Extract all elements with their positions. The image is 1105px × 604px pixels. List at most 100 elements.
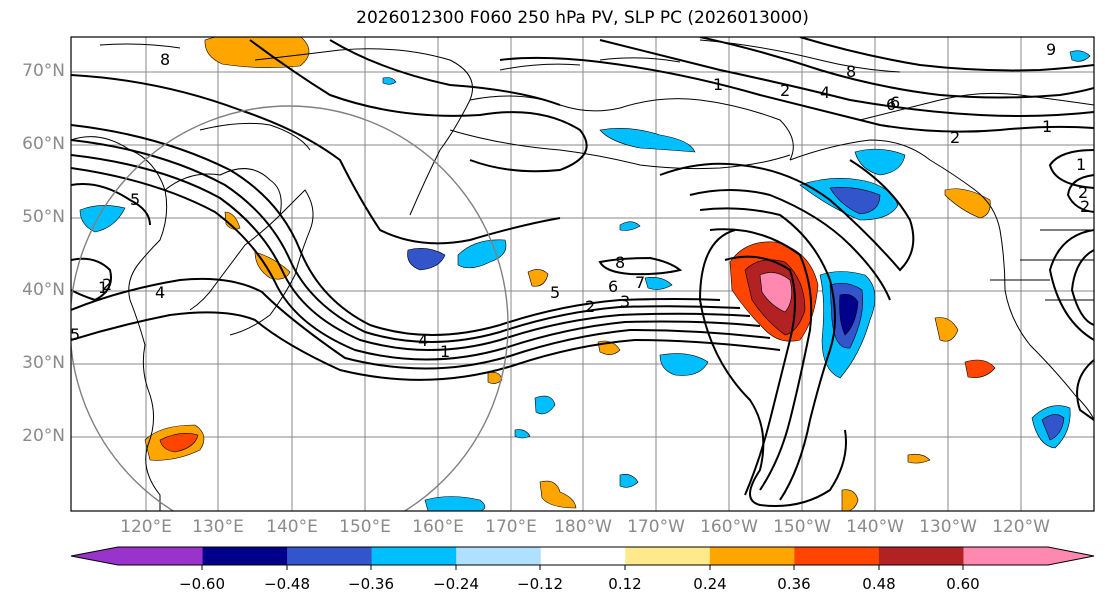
pv-negative-anomaly — [1069, 50, 1091, 62]
pv-positive-anomaly — [907, 453, 931, 464]
pv-positive-anomaly — [944, 188, 991, 219]
pv-negative-anomaly — [514, 429, 531, 439]
map-title: 2026012300 F060 250 hPa PV, SLP PC (2026… — [356, 8, 809, 28]
colorbar-segment — [287, 547, 373, 565]
lon-label: 180°W — [554, 517, 612, 537]
colorbar-extend-min — [71, 547, 118, 565]
colorbar-tick-label: −0.24 — [433, 575, 479, 593]
colorbar-tick-label: −0.60 — [179, 575, 225, 593]
colorbar-tick-label: 0.12 — [608, 575, 642, 593]
pv-positive-anomaly — [539, 480, 577, 509]
lat-label: 40°N — [22, 280, 65, 300]
pv-negative-anomaly — [534, 395, 556, 415]
lon-label: 170°E — [485, 517, 537, 537]
lon-label: 160°E — [412, 517, 464, 537]
pv-positive-anomaly — [224, 211, 241, 230]
lon-label: 120°E — [120, 517, 172, 537]
colorbar-segment — [625, 547, 711, 565]
contour-label: 5 — [550, 283, 560, 302]
contour-label: 5 — [130, 190, 140, 209]
contour-label: 8 — [160, 50, 170, 69]
lon-label: 130°W — [919, 517, 977, 537]
pv-negative-anomaly — [854, 148, 906, 176]
pv-positive-anomaly — [759, 272, 792, 313]
pv-negative-anomaly — [79, 205, 126, 233]
pv-negative-anomaly — [599, 128, 696, 153]
colorbar-tick-label: 0.24 — [693, 575, 727, 593]
colorbar-segment — [371, 547, 457, 565]
contour-label: 2 — [950, 128, 960, 147]
colorbar-tick-label: −0.12 — [517, 575, 563, 593]
pv-negative-anomaly — [644, 277, 673, 290]
lon-label: 150°W — [773, 517, 831, 537]
pv-negative-anomaly — [839, 294, 859, 336]
contour-label: 6 — [890, 93, 900, 112]
colorbar — [70, 546, 1095, 570]
pv-positive-anomaly — [841, 489, 859, 511]
contour-label: 6 — [886, 95, 896, 114]
pv-positive-anomaly — [254, 251, 291, 280]
pv-positive-anomaly — [964, 359, 996, 378]
lat-label: 20°N — [22, 426, 65, 446]
lon-label: 130°E — [192, 517, 244, 537]
pv-positive-anomaly — [934, 317, 959, 342]
pv-negative-anomaly — [619, 474, 639, 488]
colorbar-tick-label: 0.48 — [862, 575, 896, 593]
colorbar-outline — [70, 546, 1095, 566]
lat-label: 50°N — [22, 207, 65, 227]
contour-label: 7 — [635, 273, 645, 292]
colorbar-tick-label: −0.36 — [348, 575, 394, 593]
colorbar-extend-max — [1048, 547, 1094, 565]
colorbar-segment — [794, 547, 880, 565]
contour-label: 1 — [1076, 155, 1086, 174]
contour-label: 2 — [1080, 197, 1090, 216]
lat-label: 70°N — [22, 61, 65, 81]
contour-label: 8 — [615, 253, 625, 272]
lon-label: 150°E — [339, 517, 391, 537]
map-border — [70, 36, 1095, 512]
colorbar-segment — [878, 547, 964, 565]
colorbar-tick-label: −0.48 — [264, 575, 310, 593]
colorbar-tick-label: 0.60 — [946, 575, 980, 593]
pv-negative-anomaly — [659, 353, 709, 376]
pv-positive-anomaly — [159, 433, 199, 453]
contour-label: 9 — [1046, 40, 1056, 59]
pv-positive-anomaly — [204, 37, 310, 68]
pv-negative-anomaly — [1041, 414, 1065, 441]
contour-label: 8 — [846, 62, 856, 81]
contour-label: 1 — [713, 75, 723, 94]
contour-label: 5 — [70, 325, 80, 344]
contour-label: 4 — [820, 83, 830, 102]
contour-label: 1 — [440, 342, 450, 361]
lat-label: 30°N — [22, 353, 65, 373]
pv-positive-anomaly — [487, 372, 503, 384]
pv-negative-anomaly — [407, 248, 446, 271]
pv-shading — [79, 37, 1091, 511]
contour-label: 2 — [780, 81, 790, 100]
contour-label: 1 — [98, 278, 108, 297]
colorbar-segment — [202, 547, 288, 565]
lon-label: 160°W — [700, 517, 758, 537]
colorbar-segment — [540, 547, 626, 565]
lon-label: 170°W — [627, 517, 685, 537]
lat-label: 60°N — [22, 134, 65, 154]
pv-positive-anomaly — [527, 269, 549, 287]
pv-negative-anomaly — [619, 221, 641, 231]
colorbar-segment — [963, 547, 1049, 565]
distance-ring — [71, 105, 509, 511]
pv-negative-anomaly — [382, 77, 397, 85]
lon-label: 140°W — [846, 517, 904, 537]
colorbar-tick-label: 0.36 — [777, 575, 811, 593]
colorbar-segment — [456, 547, 542, 565]
lon-label: 120°W — [992, 517, 1050, 537]
contour-label: 3 — [620, 292, 630, 311]
contour-label: 4 — [418, 331, 428, 350]
lon-label: 140°E — [266, 517, 318, 537]
contour-label: 1 — [1042, 117, 1052, 136]
contour-label: 4 — [155, 283, 165, 302]
contour-label: 2 — [102, 275, 112, 294]
contour-label: 6 — [608, 277, 618, 296]
colorbar-segment — [118, 547, 204, 565]
